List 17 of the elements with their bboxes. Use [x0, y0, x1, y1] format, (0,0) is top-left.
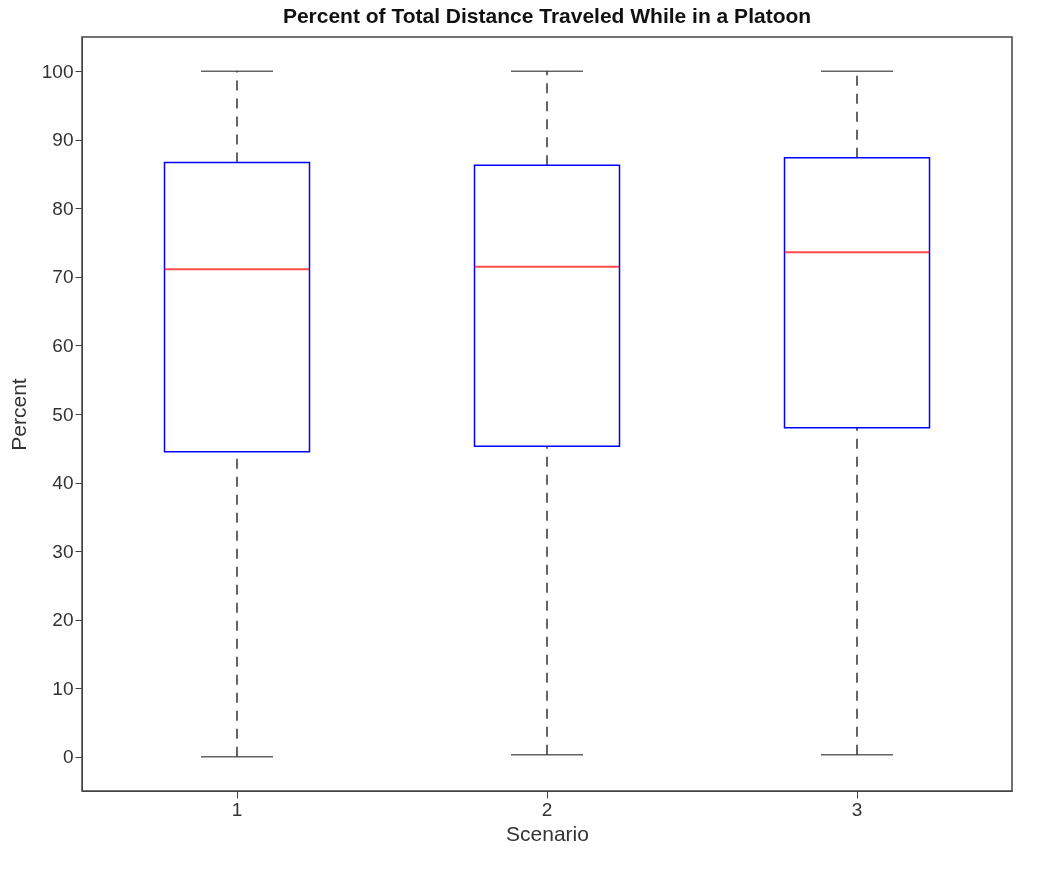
y-axis-title: Percent [6, 378, 30, 451]
y-tick-label: 70 [52, 266, 74, 288]
y-tick-label: 90 [52, 129, 74, 151]
y-tick-label: 100 [41, 60, 74, 82]
x-tick-label: 2 [541, 798, 553, 820]
x-axis-title: Scenario [506, 821, 589, 845]
x-tick-label: 1 [231, 798, 243, 820]
y-tick-label: 40 [52, 472, 74, 494]
y-tick-label: 0 [62, 746, 74, 768]
y-tick-label: 60 [52, 334, 74, 356]
y-tick-label: 50 [52, 403, 74, 425]
y-tick-label: 30 [52, 540, 74, 562]
y-tick-label: 10 [52, 677, 74, 699]
y-tick-label: 20 [52, 609, 74, 631]
chart-title: Percent of Total Distance Traveled While in a Platoon [282, 4, 812, 27]
x-tick-label: 3 [851, 798, 863, 820]
y-tick-label: 80 [52, 197, 74, 219]
